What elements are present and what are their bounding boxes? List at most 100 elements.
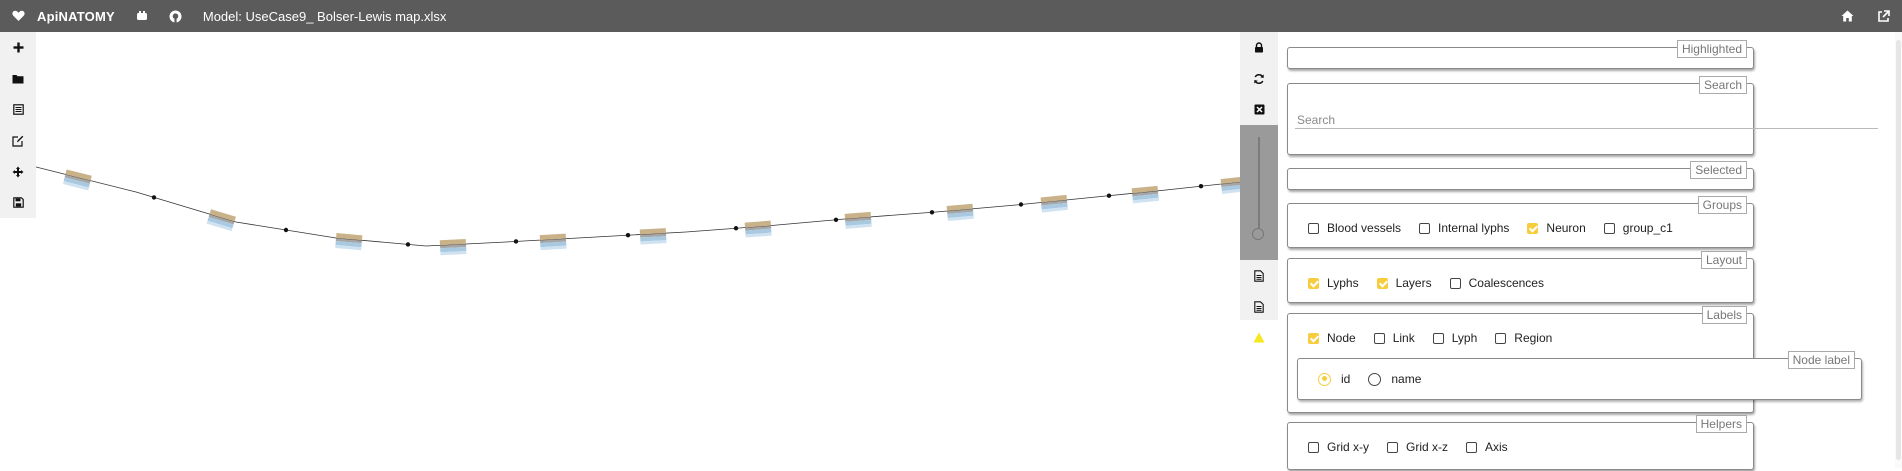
lyph-layer (1041, 206, 1068, 213)
checkbox-axis[interactable]: Axis (1466, 440, 1508, 454)
lyph-layer (1040, 194, 1067, 203)
graph-node[interactable] (283, 227, 289, 233)
graph-node[interactable] (833, 217, 839, 222)
checkbox-box[interactable] (1419, 222, 1431, 234)
checkbox-layers[interactable]: Layers (1376, 276, 1432, 290)
checkbox-internal-lyphs[interactable]: Internal lyphs (1419, 221, 1509, 235)
lyph[interactable] (439, 239, 467, 256)
checkbox-lyphs[interactable]: Lyphs (1308, 276, 1359, 290)
highlighted-fieldset: Highlighted (1287, 40, 1754, 69)
checkbox-label: Layers (1395, 276, 1432, 290)
checkbox-box[interactable] (1603, 222, 1615, 234)
lyph-layer (540, 238, 567, 244)
edit-icon[interactable] (0, 125, 36, 156)
lyph-layer (540, 241, 567, 248)
checkbox-box[interactable] (1449, 277, 1461, 289)
checkbox-box[interactable] (1373, 332, 1385, 344)
zoom-slider[interactable] (1240, 125, 1278, 260)
radio-id[interactable]: id (1318, 372, 1350, 386)
graph-node[interactable] (929, 210, 935, 215)
radio-label: name (1391, 372, 1422, 386)
search-fieldset: Search (1287, 76, 1878, 155)
folder-icon[interactable] (0, 63, 36, 94)
checkbox-box[interactable] (1466, 441, 1477, 453)
lyph[interactable] (62, 169, 92, 191)
graph-node[interactable] (625, 233, 631, 238)
graph-node[interactable] (1106, 193, 1112, 198)
lyph[interactable] (844, 211, 872, 229)
lyph[interactable] (744, 220, 772, 238)
lyph[interactable] (1040, 194, 1068, 213)
plus-icon[interactable] (0, 32, 36, 63)
radio-circle[interactable] (1318, 372, 1331, 386)
lyph-layer (63, 177, 90, 188)
checkbox-grid-xz[interactable]: Grid x-z (1387, 440, 1448, 454)
helpers-fieldset: Helpers Grid x-y Grid x-z Axis (1287, 415, 1754, 470)
table-icon[interactable] (0, 94, 36, 125)
search-input[interactable] (1295, 112, 1878, 129)
lyph-layer (844, 211, 871, 219)
radio-name[interactable]: name (1368, 372, 1421, 386)
lyph-layer (639, 228, 666, 235)
lyph[interactable] (335, 233, 363, 251)
checkbox-node[interactable]: Node (1308, 331, 1356, 345)
checkbox-group-c1[interactable]: group_c1 (1603, 221, 1673, 235)
graph-node[interactable] (151, 195, 157, 200)
model-title: Model: UseCase9_ Bolser-Lewis map.xlsx (202, 8, 447, 24)
lyph[interactable] (1220, 176, 1248, 194)
checkbox-region[interactable]: Region (1495, 331, 1552, 345)
checkbox-label: Coalescences (1468, 276, 1544, 290)
lyph[interactable] (539, 233, 567, 251)
document-icon[interactable] (1240, 291, 1278, 322)
save-icon[interactable] (0, 187, 36, 218)
lyph-layer (640, 236, 667, 242)
home-icon[interactable] (1840, 9, 1854, 23)
checkbox-box[interactable] (1308, 222, 1319, 234)
graph-node[interactable] (1198, 184, 1204, 189)
graph-node[interactable] (1018, 202, 1024, 207)
lyph[interactable] (1131, 185, 1159, 204)
lyph[interactable] (206, 209, 236, 232)
graph-canvas[interactable] (35, 32, 1248, 468)
checkbox-coalescences[interactable]: Coalescences (1449, 276, 1544, 290)
graph-node[interactable] (733, 226, 739, 231)
lyph-layer (745, 228, 772, 235)
close-box-icon[interactable] (1240, 94, 1278, 125)
checkbox-box[interactable] (1308, 277, 1319, 289)
selected-fieldset: Selected (1287, 161, 1754, 190)
refresh-icon[interactable] (1240, 63, 1278, 94)
graph-node[interactable] (513, 239, 519, 244)
lyph[interactable] (639, 228, 667, 245)
github-icon[interactable] (169, 9, 183, 23)
checkbox-blood-vessels[interactable]: Blood vessels (1308, 221, 1401, 235)
checkbox-box[interactable] (1432, 332, 1444, 344)
labels-legend: Labels (1701, 306, 1747, 324)
checkbox-neuron[interactable]: Neuron (1527, 221, 1586, 235)
youtube-icon[interactable] (135, 9, 149, 23)
radio-circle[interactable] (1368, 372, 1382, 386)
checkbox-lyph[interactable]: Lyph (1432, 331, 1477, 345)
checkbox-box[interactable] (1376, 277, 1388, 289)
checkbox-box[interactable] (1387, 441, 1398, 453)
checkbox-box[interactable] (1308, 441, 1319, 453)
external-link-icon[interactable] (1876, 9, 1890, 23)
panel-scrollbar[interactable] (1895, 32, 1902, 468)
checkbox-grid-xy[interactable]: Grid x-y (1308, 440, 1369, 454)
checkbox-box[interactable] (1527, 222, 1539, 234)
checkbox-box[interactable] (1308, 332, 1319, 344)
layout-fieldset: Layout Lyphs Layers Coalescences (1287, 251, 1754, 303)
neuron-link[interactable] (35, 166, 1241, 247)
checkbox-box[interactable] (1495, 332, 1507, 344)
graph-node[interactable] (405, 242, 411, 247)
move-icon[interactable] (0, 156, 36, 187)
lock-icon[interactable] (1240, 32, 1278, 63)
panel-scrollbar-thumb[interactable] (1896, 40, 1901, 460)
document-icon[interactable] (1240, 260, 1278, 291)
radio-label: id (1341, 372, 1351, 386)
lyph[interactable] (946, 203, 974, 221)
graph-svg[interactable] (35, 32, 1248, 468)
checkbox-link[interactable]: Link (1373, 331, 1415, 345)
lyph-layer (745, 232, 772, 238)
warning-icon[interactable] (1240, 322, 1278, 353)
zoom-slider-thumb[interactable] (1252, 228, 1264, 240)
